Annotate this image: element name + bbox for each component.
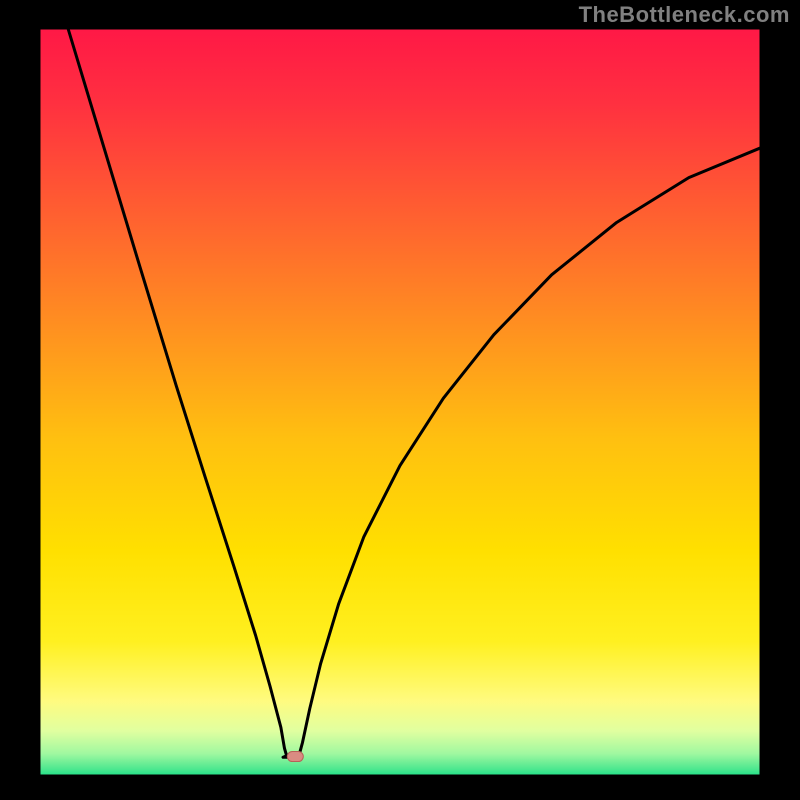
chart-container: TheBottleneck.com bbox=[0, 0, 800, 800]
plot-background bbox=[39, 28, 761, 776]
bottleneck-chart bbox=[0, 0, 800, 800]
watermark-text: TheBottleneck.com bbox=[579, 2, 790, 28]
optimal-marker bbox=[287, 752, 303, 762]
